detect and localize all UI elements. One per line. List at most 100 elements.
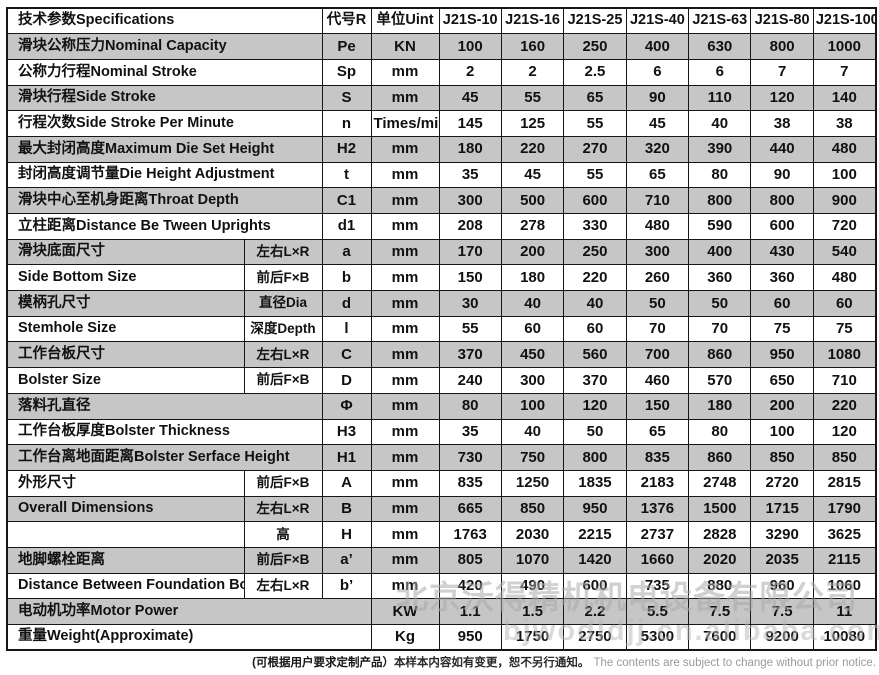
spec-code-cell: C <box>321 341 372 369</box>
spec-unit-cell: mm <box>370 213 440 240</box>
spec-value-cell: 540 <box>812 238 877 266</box>
spec-value-cell: 40 <box>688 110 752 137</box>
spec-unit-cell: mm <box>370 495 440 523</box>
spec-value-cell: 2183 <box>625 469 690 497</box>
spec-unit-cell: mm <box>370 392 440 420</box>
spec-value-cell: 600 <box>563 572 627 600</box>
spec-value-cell: 2720 <box>750 469 814 497</box>
spec-value-cell: 1000 <box>812 33 877 60</box>
spec-label-cell: 立柱距离Distance Be Tween Uprights <box>6 213 323 240</box>
spec-value-cell: 2020 <box>688 546 752 574</box>
spec-value-cell: 360 <box>688 264 752 292</box>
model-header-cell: J21S-25 <box>563 7 627 35</box>
spec-value-cell: 730 <box>438 444 502 471</box>
spec-value-cell: 140 <box>812 84 877 112</box>
spec-value-cell: 180 <box>500 264 565 292</box>
model-header-cell: J21S-63 <box>688 7 752 35</box>
spec-label-cell: 重量Weight(Approximate) <box>6 624 372 651</box>
spec-code-cell: B <box>321 495 372 523</box>
spec-value-cell: 100 <box>750 418 814 446</box>
spec-label-cell: 外形尺寸 <box>6 469 245 497</box>
spec-value-cell: 60 <box>500 315 565 343</box>
spec-value-cell: 150 <box>625 392 690 420</box>
spec-value-cell: 278 <box>500 213 565 240</box>
spec-value-cell: 490 <box>500 572 565 600</box>
spec-value-cell: 2030 <box>500 521 565 548</box>
spec-unit-cell: mm <box>370 572 440 600</box>
spec-value-cell: 400 <box>625 33 690 60</box>
spec-value-cell: 1070 <box>500 546 565 574</box>
spec-value-cell: 1500 <box>688 495 752 523</box>
spec-value-cell: 90 <box>625 84 690 112</box>
spec-value-cell: 90 <box>750 161 814 189</box>
spec-value-cell: 735 <box>625 572 690 600</box>
spec-value-cell: 1835 <box>563 469 627 497</box>
spec-value-cell: 50 <box>625 290 690 317</box>
spec-value-cell: 100 <box>812 161 877 189</box>
spec-sublabel-cell: 左右L×R <box>243 238 323 266</box>
spec-value-cell: 180 <box>688 392 752 420</box>
spec-sublabel-cell: 前后F×B <box>243 367 323 394</box>
spec-value-cell: 1080 <box>812 341 877 369</box>
spec-value-cell: 570 <box>688 367 752 394</box>
spec-value-cell: 75 <box>750 315 814 343</box>
spec-unit-cell: KW <box>370 598 440 625</box>
spec-value-cell: 330 <box>563 213 627 240</box>
spec-value-cell: 220 <box>500 135 565 163</box>
spec-value-cell: 390 <box>688 135 752 163</box>
spec-value-cell: 220 <box>563 264 627 292</box>
spec-value-cell: 2815 <box>812 469 877 497</box>
spec-value-cell: 420 <box>438 572 502 600</box>
spec-value-cell: 2115 <box>812 546 877 574</box>
spec-value-cell: 710 <box>812 367 877 394</box>
spec-sublabel-cell: 左右L×R <box>243 572 323 600</box>
spec-unit-cell: mm <box>370 161 440 189</box>
spec-value-cell: 480 <box>812 135 877 163</box>
spec-value-cell: 370 <box>438 341 502 369</box>
spec-label-cell: 落料孔直径 <box>6 392 323 420</box>
table-row: Distance Between Foundation Botts 左右L×R b’… <box>6 572 877 600</box>
spec-code-cell: Φ <box>321 392 372 420</box>
spec-sublabel-cell: 高 <box>243 521 323 548</box>
table-header-row: 技术参数Specifications 代号R 单位Uint J21S-10 J2… <box>6 7 877 35</box>
spec-label-cell: 滑块中心至机身距离Throat Depth <box>6 187 323 214</box>
spec-value-cell: 145 <box>438 110 502 137</box>
spec-label-cell: 行程次数Side Stroke Per Minute <box>6 110 323 137</box>
spec-value-cell: 55 <box>563 110 627 137</box>
spec-value-cell: 480 <box>812 264 877 292</box>
spec-sublabel-cell: 深度Depth <box>243 315 323 343</box>
spec-value-cell: 7 <box>750 58 814 86</box>
spec-value-cell: 250 <box>563 33 627 60</box>
spec-table-body: 滑块公称压力Nominal Capacity Pe KN 100 160 250 400 63… <box>6 33 877 651</box>
spec-value-cell: 100 <box>438 33 502 60</box>
spec-value-cell: 250 <box>563 238 627 266</box>
table-row: 封闭高度调节量Die Height Adjustment t mm 35 45 55 65 8… <box>6 161 877 189</box>
spec-value-cell: 200 <box>500 238 565 266</box>
spec-code-cell: H <box>321 521 372 548</box>
spec-value-cell: 270 <box>563 135 627 163</box>
spec-code-cell: a <box>321 238 372 266</box>
spec-value-cell: 55 <box>563 161 627 189</box>
spec-label-cell: 封闭高度调节量Die Height Adjustment <box>6 161 323 189</box>
spec-value-cell: 600 <box>563 187 627 214</box>
spec-code-cell: H2 <box>321 135 372 163</box>
spec-code-cell: b’ <box>321 572 372 600</box>
spec-value-cell: 630 <box>688 33 752 60</box>
spec-sublabel-cell: 直径Dia <box>243 290 323 317</box>
spec-value-cell: 80 <box>438 392 502 420</box>
spec-value-cell: 10080 <box>812 624 877 651</box>
spec-value-cell: 30 <box>438 290 502 317</box>
table-row: 模柄孔尺寸 直径Dia d mm 30 40 40 50 50 60 60 <box>6 290 877 317</box>
spec-value-cell: 120 <box>812 418 877 446</box>
spec-unit-cell: mm <box>370 469 440 497</box>
spec-value-cell: 1376 <box>625 495 690 523</box>
spec-value-cell: 1660 <box>625 546 690 574</box>
spec-label-cell: 滑块行程Side Stroke <box>6 84 323 112</box>
spec-value-cell: 35 <box>438 161 502 189</box>
spec-value-cell: 200 <box>750 392 814 420</box>
spec-label-cell: 公称力行程Nominal Stroke <box>6 58 323 86</box>
table-row: 重量Weight(Approximate) Kg 950 1750 2750 5300 76… <box>6 624 877 651</box>
spec-value-cell: 560 <box>563 341 627 369</box>
spec-value-cell: 208 <box>438 213 502 240</box>
